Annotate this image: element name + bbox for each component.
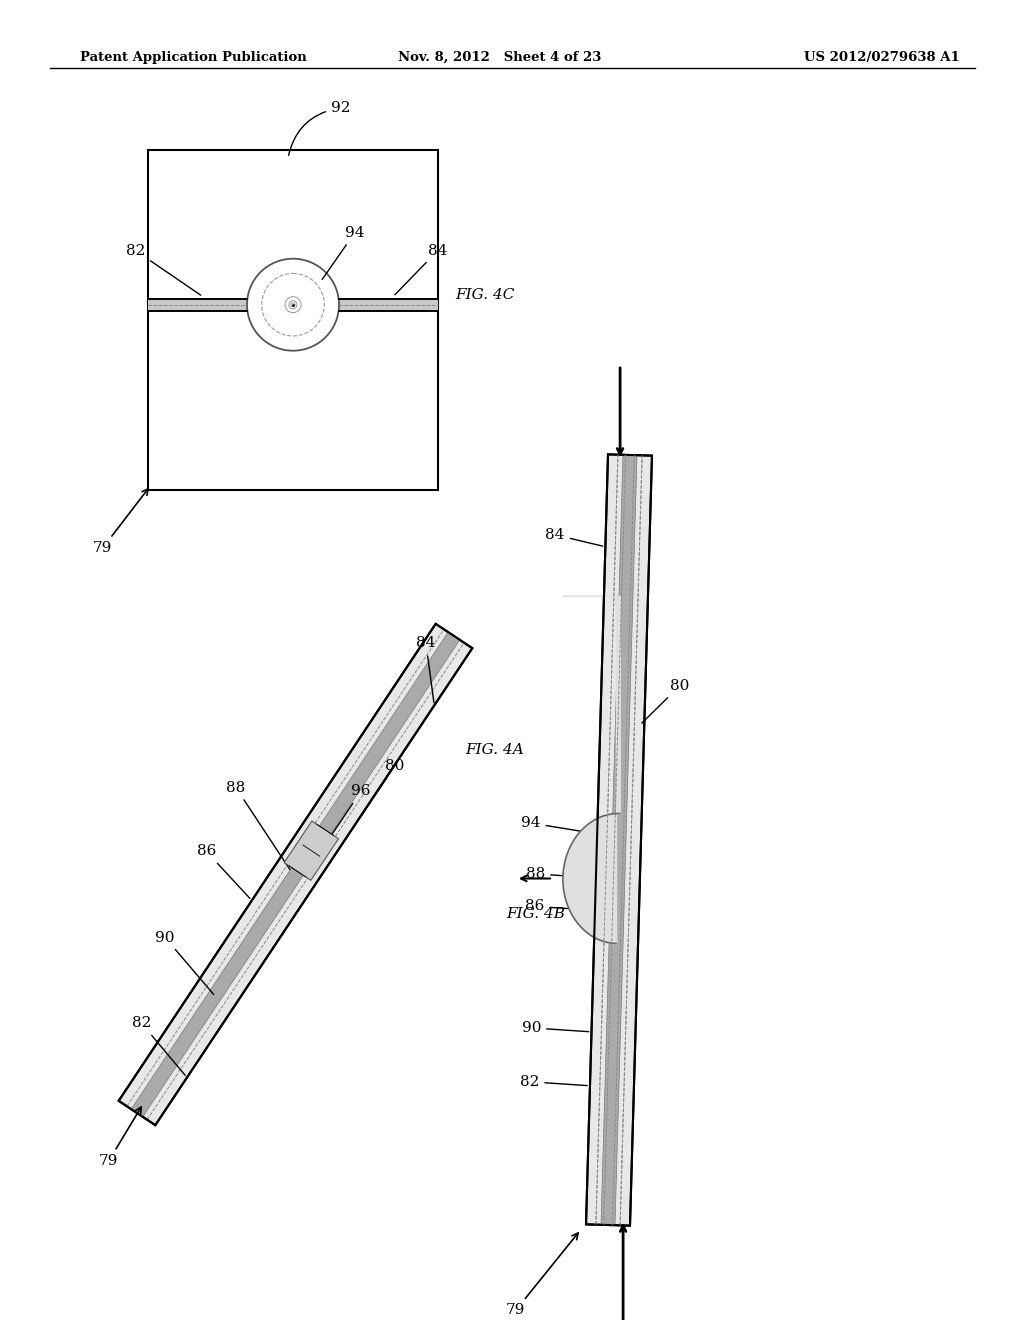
Text: US 2012/0279638 A1: US 2012/0279638 A1 xyxy=(804,50,961,63)
Bar xyxy=(148,150,438,490)
Text: 88: 88 xyxy=(526,867,593,880)
Text: Nov. 8, 2012   Sheet 4 of 23: Nov. 8, 2012 Sheet 4 of 23 xyxy=(398,50,602,63)
Text: 82: 82 xyxy=(126,244,201,296)
Bar xyxy=(148,298,438,310)
Text: 90: 90 xyxy=(156,931,214,994)
Text: 86: 86 xyxy=(525,899,592,913)
Text: 90: 90 xyxy=(521,1020,589,1035)
Circle shape xyxy=(247,259,339,351)
Text: Patent Application Publication: Patent Application Publication xyxy=(80,50,307,63)
Text: 79: 79 xyxy=(93,488,148,554)
Text: 94: 94 xyxy=(323,226,365,280)
Text: 88: 88 xyxy=(226,780,290,870)
Text: 79: 79 xyxy=(99,1107,141,1168)
Polygon shape xyxy=(131,632,460,1117)
Text: 80: 80 xyxy=(356,759,404,822)
Text: 84: 84 xyxy=(546,528,603,546)
Text: 82: 82 xyxy=(132,1016,185,1076)
Text: FIG. 4C: FIG. 4C xyxy=(455,288,514,302)
Text: FIG. 4A: FIG. 4A xyxy=(465,743,523,756)
Polygon shape xyxy=(285,821,339,880)
Text: 86: 86 xyxy=(197,845,250,899)
Text: 94: 94 xyxy=(521,816,584,832)
Polygon shape xyxy=(586,454,652,1226)
Text: 79: 79 xyxy=(506,1233,579,1317)
Text: 82: 82 xyxy=(520,1074,587,1089)
Text: FIG. 4B: FIG. 4B xyxy=(506,907,565,920)
Text: 96: 96 xyxy=(323,784,371,847)
Polygon shape xyxy=(119,624,472,1125)
Text: 92: 92 xyxy=(289,102,350,156)
Polygon shape xyxy=(601,455,637,1225)
Text: 80: 80 xyxy=(642,678,689,723)
Text: 84: 84 xyxy=(395,244,447,294)
Text: 84: 84 xyxy=(417,636,435,702)
